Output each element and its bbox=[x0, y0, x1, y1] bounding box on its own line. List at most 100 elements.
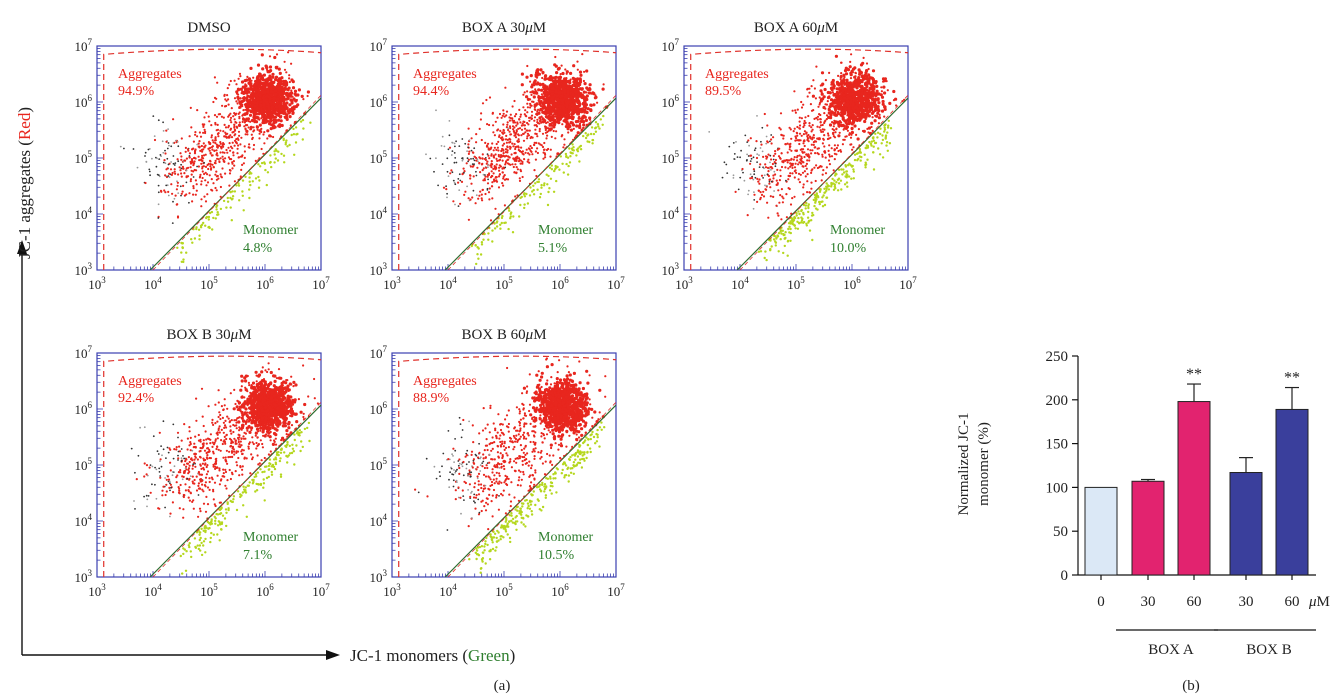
scatter-point bbox=[516, 168, 520, 171]
scatter-point bbox=[203, 195, 206, 198]
scatter-point bbox=[552, 87, 556, 91]
scatter-point bbox=[447, 175, 450, 178]
scatter-point bbox=[505, 126, 508, 129]
scatter-point bbox=[251, 137, 254, 141]
scatter-point bbox=[814, 140, 818, 143]
scatter-point bbox=[493, 146, 496, 149]
scatter-point bbox=[753, 170, 756, 173]
scatter-point bbox=[788, 145, 792, 149]
scatter-point bbox=[569, 78, 572, 81]
scatter-point bbox=[231, 131, 234, 134]
scatter-point bbox=[561, 105, 565, 109]
scatter-point bbox=[797, 172, 801, 175]
scatter-point bbox=[854, 71, 857, 74]
scatter-point bbox=[752, 168, 756, 171]
scatter-point bbox=[833, 101, 837, 105]
scatter-point bbox=[596, 101, 599, 104]
scatter-point bbox=[545, 85, 549, 88]
scatter-point bbox=[837, 149, 840, 153]
scatter-point bbox=[260, 53, 264, 57]
scatter-point bbox=[534, 182, 537, 185]
scatter-point bbox=[499, 129, 502, 132]
scatter-point bbox=[845, 97, 849, 101]
scatter-point bbox=[544, 74, 548, 78]
scatter-point bbox=[558, 109, 562, 113]
scatter-point bbox=[230, 121, 233, 124]
scatter-point bbox=[210, 136, 213, 139]
scatter-point bbox=[488, 172, 491, 175]
scatter-point bbox=[210, 188, 213, 191]
scatter-point bbox=[784, 166, 787, 169]
scatter-point bbox=[531, 190, 534, 193]
scatter-point bbox=[492, 149, 495, 152]
scatter-point bbox=[119, 145, 122, 148]
scatter-point bbox=[210, 178, 213, 181]
scatter-point bbox=[250, 133, 253, 136]
scatter-point bbox=[535, 91, 539, 95]
scatter-point bbox=[248, 101, 251, 104]
scatter-point bbox=[488, 187, 491, 190]
scatter-point bbox=[504, 138, 508, 141]
scatter-point bbox=[872, 99, 877, 103]
scatter-point bbox=[206, 163, 209, 167]
scatter-point bbox=[171, 222, 174, 225]
scatter-point bbox=[213, 76, 216, 79]
scatter-point bbox=[587, 91, 590, 94]
scatter-point bbox=[479, 190, 482, 193]
scatter-point bbox=[862, 75, 866, 79]
scatter-point bbox=[831, 121, 834, 124]
scatter-point bbox=[520, 72, 525, 76]
scatter-point bbox=[238, 100, 242, 104]
scatter-point bbox=[539, 68, 543, 72]
scatter-point bbox=[807, 206, 810, 210]
scatter-point bbox=[788, 187, 791, 191]
scatter-point bbox=[833, 152, 837, 155]
scatter-point bbox=[841, 99, 845, 103]
scatter-point bbox=[764, 166, 768, 169]
scatter-point bbox=[280, 76, 284, 80]
scatter-point bbox=[292, 133, 296, 136]
scatter-point bbox=[457, 181, 460, 184]
scatter-point bbox=[235, 90, 239, 94]
scatter-point bbox=[767, 174, 771, 178]
scatter-point bbox=[826, 100, 829, 103]
scatter-point bbox=[877, 147, 880, 150]
scatter-point bbox=[513, 121, 517, 124]
scatter-point bbox=[503, 221, 506, 225]
scatter-point bbox=[883, 128, 887, 131]
scatter-point bbox=[872, 168, 876, 171]
scatter-point bbox=[848, 162, 851, 165]
scatter-point bbox=[274, 157, 277, 160]
scatter-point bbox=[197, 228, 201, 231]
scatter-point bbox=[487, 163, 489, 166]
scatter-point bbox=[188, 152, 191, 155]
scatter-point bbox=[826, 132, 830, 135]
scatter-point bbox=[795, 131, 798, 134]
scatter-point bbox=[254, 81, 258, 86]
scatter-point bbox=[254, 88, 258, 92]
scatter-point bbox=[575, 124, 579, 128]
scatter-point bbox=[207, 215, 211, 219]
scatter-point bbox=[780, 165, 784, 169]
scatter-point bbox=[574, 107, 578, 111]
scatter-point bbox=[227, 146, 230, 149]
scatter-point bbox=[164, 149, 166, 152]
scatter-point bbox=[746, 153, 748, 156]
scatter-point bbox=[490, 185, 494, 188]
scatter-point bbox=[204, 153, 207, 156]
scatter-point bbox=[503, 178, 507, 181]
scatter-point bbox=[498, 169, 501, 172]
scatter-point bbox=[229, 116, 233, 119]
scatter-point bbox=[786, 254, 789, 257]
scatter-point bbox=[885, 144, 888, 147]
scatter-point bbox=[219, 185, 222, 189]
scatter-point bbox=[284, 141, 288, 144]
scatter-point bbox=[562, 108, 566, 112]
scatter-point bbox=[561, 87, 566, 91]
scatter-point bbox=[796, 159, 799, 162]
scatter-point bbox=[527, 134, 531, 137]
scatter-point bbox=[867, 114, 871, 118]
scatter-point bbox=[876, 111, 880, 115]
scatter-point bbox=[565, 162, 568, 166]
scatter-point bbox=[793, 166, 797, 169]
